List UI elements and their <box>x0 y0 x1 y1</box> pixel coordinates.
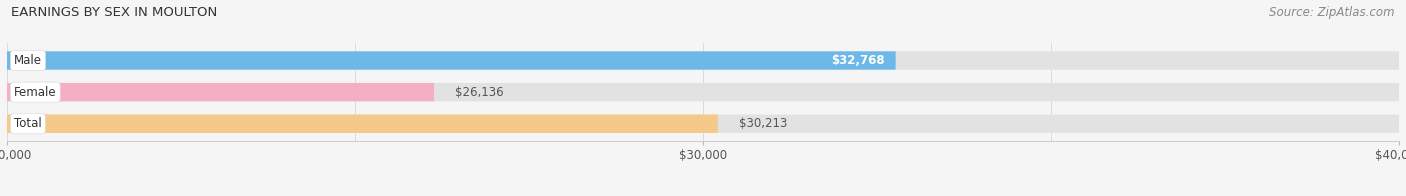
Text: EARNINGS BY SEX IN MOULTON: EARNINGS BY SEX IN MOULTON <box>11 6 218 19</box>
FancyBboxPatch shape <box>7 51 896 70</box>
Text: Male: Male <box>14 54 42 67</box>
FancyBboxPatch shape <box>7 83 434 101</box>
Text: Total: Total <box>14 117 42 130</box>
FancyBboxPatch shape <box>7 115 1399 133</box>
Text: Female: Female <box>14 86 56 99</box>
Text: Source: ZipAtlas.com: Source: ZipAtlas.com <box>1270 6 1395 19</box>
FancyBboxPatch shape <box>7 115 718 133</box>
Text: $32,768: $32,768 <box>831 54 886 67</box>
Text: $26,136: $26,136 <box>456 86 503 99</box>
Text: $30,213: $30,213 <box>738 117 787 130</box>
FancyBboxPatch shape <box>7 83 1399 101</box>
FancyBboxPatch shape <box>7 51 1399 70</box>
